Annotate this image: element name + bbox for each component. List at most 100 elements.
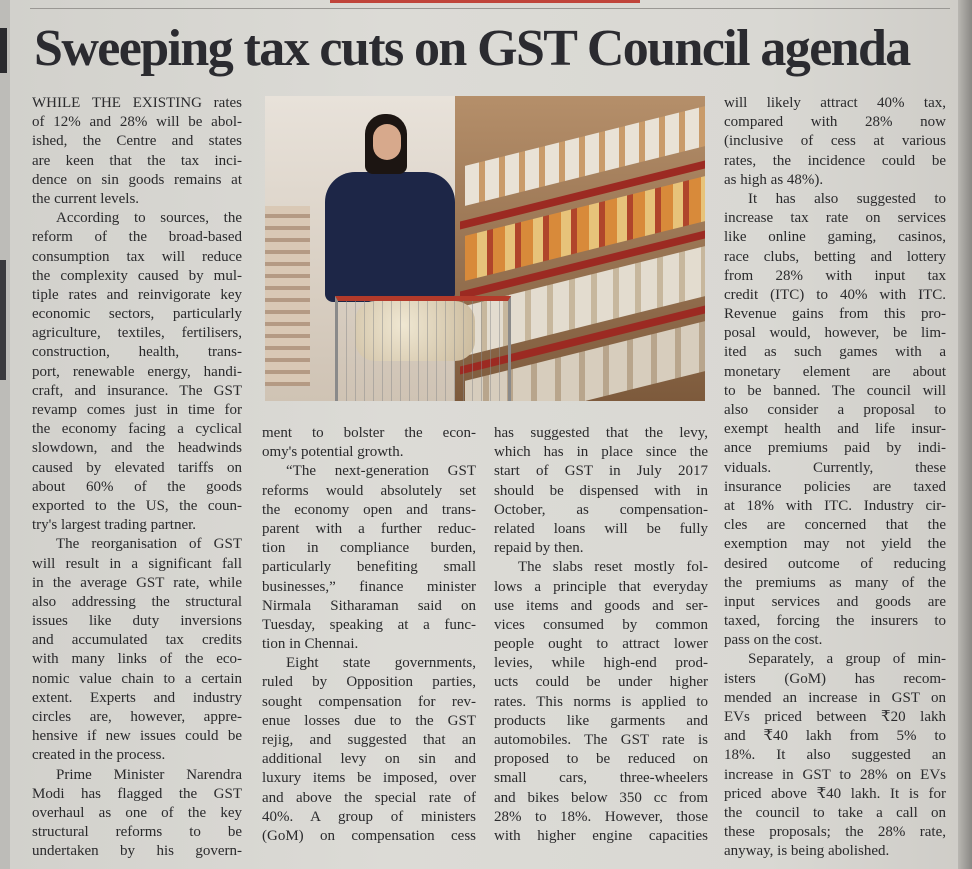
text-line: these proposals; the 28% rate,	[724, 824, 946, 841]
text-line: rejig, and suggested that an	[262, 732, 476, 748]
adjacent-article-mark	[0, 28, 7, 73]
text-line: with higher engine capacities	[494, 827, 708, 844]
text-line: craft, and insurance. The GST	[32, 382, 242, 399]
text-line: October, as compensation-	[494, 501, 708, 518]
text-line: at 18% with ITC. Industry cir-	[724, 497, 946, 514]
text-line: exported to the US, the coun-	[32, 497, 242, 514]
text-line: (GoM) on compensation cess	[262, 827, 476, 844]
text-line: additional levy on sin and	[262, 751, 476, 768]
text-line: vices consumed by common	[494, 616, 708, 633]
text-line: and above the special rate of	[262, 789, 476, 806]
text-line: Prime Minister Narendra	[56, 766, 242, 783]
text-line: as high as 48%).	[724, 171, 824, 188]
text-line: extent. Experts and industry	[32, 689, 242, 706]
text-line: related loans will be fully	[494, 520, 708, 537]
text-line: exempt health and life insur-	[724, 421, 946, 438]
text-line: “The next-generation GST	[286, 463, 476, 480]
text-line: increase tax rate on services	[724, 210, 946, 227]
photo-woman-body	[325, 172, 455, 302]
text-line: parent with a further reduc-	[262, 520, 476, 537]
text-line: anyway, is being abolished.	[724, 843, 890, 860]
text-line: proposed to be reduced on	[494, 751, 708, 768]
text-line: about 60% of the goods	[32, 478, 242, 495]
text-line: ment to bolster the econ-	[262, 425, 476, 441]
top-rule	[30, 8, 950, 9]
text-line: luxury items be imposed, over	[262, 770, 476, 787]
text-line: compared with 28% now	[724, 114, 946, 131]
text-line: the economy open and trans-	[262, 501, 476, 518]
text-line: caused by elevated tariffs on	[32, 459, 242, 476]
text-line: tion in Chennai.	[262, 636, 359, 653]
article-column-4: will likely attract 40% tax, compared wit…	[724, 94, 946, 862]
text-line: should be dispensed with in	[494, 482, 708, 499]
text-line: ited as such games with a	[724, 344, 946, 361]
text-line: (inclusive of cess at various	[724, 133, 946, 150]
text-line: reforms would absolutely set	[262, 482, 476, 499]
text-line: and bikes below 350 cc from	[494, 789, 708, 806]
text-line: people ought to attract lower	[494, 636, 708, 653]
text-line: exemption may not yield the	[724, 536, 946, 553]
text-line: also consider a proposal to	[724, 402, 946, 418]
text-line: It has also suggested to	[748, 190, 946, 207]
text-line: also addressing the structural	[32, 593, 242, 610]
article-photo-shopper-supermarket	[265, 96, 705, 401]
text-line: will likely attract 40% tax,	[724, 95, 946, 111]
text-line: tiple rates and reinvigorate key	[32, 286, 242, 303]
text-line: Separately, a group of min-	[748, 651, 946, 668]
text-line: created in the process.	[32, 747, 166, 764]
text-line: issues like duty inversions	[32, 613, 242, 630]
text-line: construction, health, trans-	[32, 344, 242, 361]
text-line: ance premiums paid by indi-	[724, 440, 946, 457]
text-line: and accumulated tax credits	[32, 632, 242, 649]
text-line: increase in GST to 28% on EVs	[724, 766, 946, 783]
text-line: viduals. Currently, these	[724, 459, 946, 476]
text-line: insurance policies are taxed	[724, 478, 946, 495]
page-edge-left	[0, 0, 10, 869]
text-line: with many links of the eco-	[32, 651, 242, 668]
adjacent-article-mark	[0, 260, 6, 380]
text-line: like online gaming, casinos,	[724, 229, 946, 246]
text-line: 28% to 18%. However, those	[494, 808, 708, 825]
text-line: of 12% and 28% will be abol-	[32, 114, 242, 131]
text-line: has suggested that the levy,	[494, 425, 708, 441]
text-line: enue losses due to the GST	[262, 712, 476, 729]
text-line: isters (GoM) has recom-	[724, 670, 946, 687]
text-line: the economy facing a cyclical	[32, 421, 242, 438]
text-line: products like garments and	[494, 712, 708, 729]
text-line: taxed, forcing the insurers to	[724, 613, 946, 630]
text-line: start of GST in July 2017	[494, 463, 708, 480]
text-line: are keen that the tax inci-	[32, 152, 242, 169]
text-line: rates. This norms is applied to	[494, 693, 708, 710]
photo-woman-face	[373, 124, 401, 160]
text-line: Modi has flagged the GST	[32, 785, 242, 802]
text-line: The reorganisation of GST	[56, 536, 242, 553]
text-line: which has in place since the	[494, 444, 708, 461]
text-line: automobiles. The GST rate is	[494, 732, 708, 748]
photo-left-shelf	[265, 206, 310, 386]
text-line: undertaken by his govern-	[32, 843, 242, 860]
text-line: Eight state governments,	[286, 655, 476, 672]
text-line: in the average GST rate, while	[32, 574, 242, 591]
text-line: input services and goods are	[724, 593, 946, 610]
text-line: and ₹40 lakh from 5% to	[724, 728, 946, 745]
text-line: 18%. It also suggested an	[724, 747, 946, 764]
text-line: desired outcome of reducing	[724, 555, 946, 572]
text-line: credit (ITC) to 40% with ITC.	[724, 286, 946, 303]
text-line: overhaul as one of the key	[32, 804, 242, 821]
text-line: port, renewable energy, handi-	[32, 363, 242, 380]
text-line: 40%. A group of ministers	[262, 808, 476, 825]
text-line: ucts could be under higher	[494, 674, 708, 691]
photo-shopping-cart	[335, 296, 511, 401]
text-line: Tuesday, speaking at a func-	[262, 616, 476, 633]
headline: Sweeping tax cuts on GST Council agenda	[34, 20, 911, 77]
text-line: The slabs reset mostly fol-	[518, 559, 708, 576]
text-line: Nirmala Sitharaman said on	[262, 597, 476, 614]
text-line: WHILE THE EXISTING rates	[32, 95, 242, 111]
text-line: agriculture, textiles, fertilisers,	[32, 325, 242, 342]
article-column-1: WHILE THE EXISTING rates of 12% and 28% w…	[32, 94, 242, 862]
text-line: ished, the Centre and states	[32, 133, 242, 150]
text-line: the council to take a call on	[724, 804, 946, 821]
text-line: particularly benefiting small	[262, 559, 476, 576]
text-line: pass on the cost.	[724, 632, 823, 649]
text-line: slowdown, and the headwinds	[32, 440, 242, 457]
